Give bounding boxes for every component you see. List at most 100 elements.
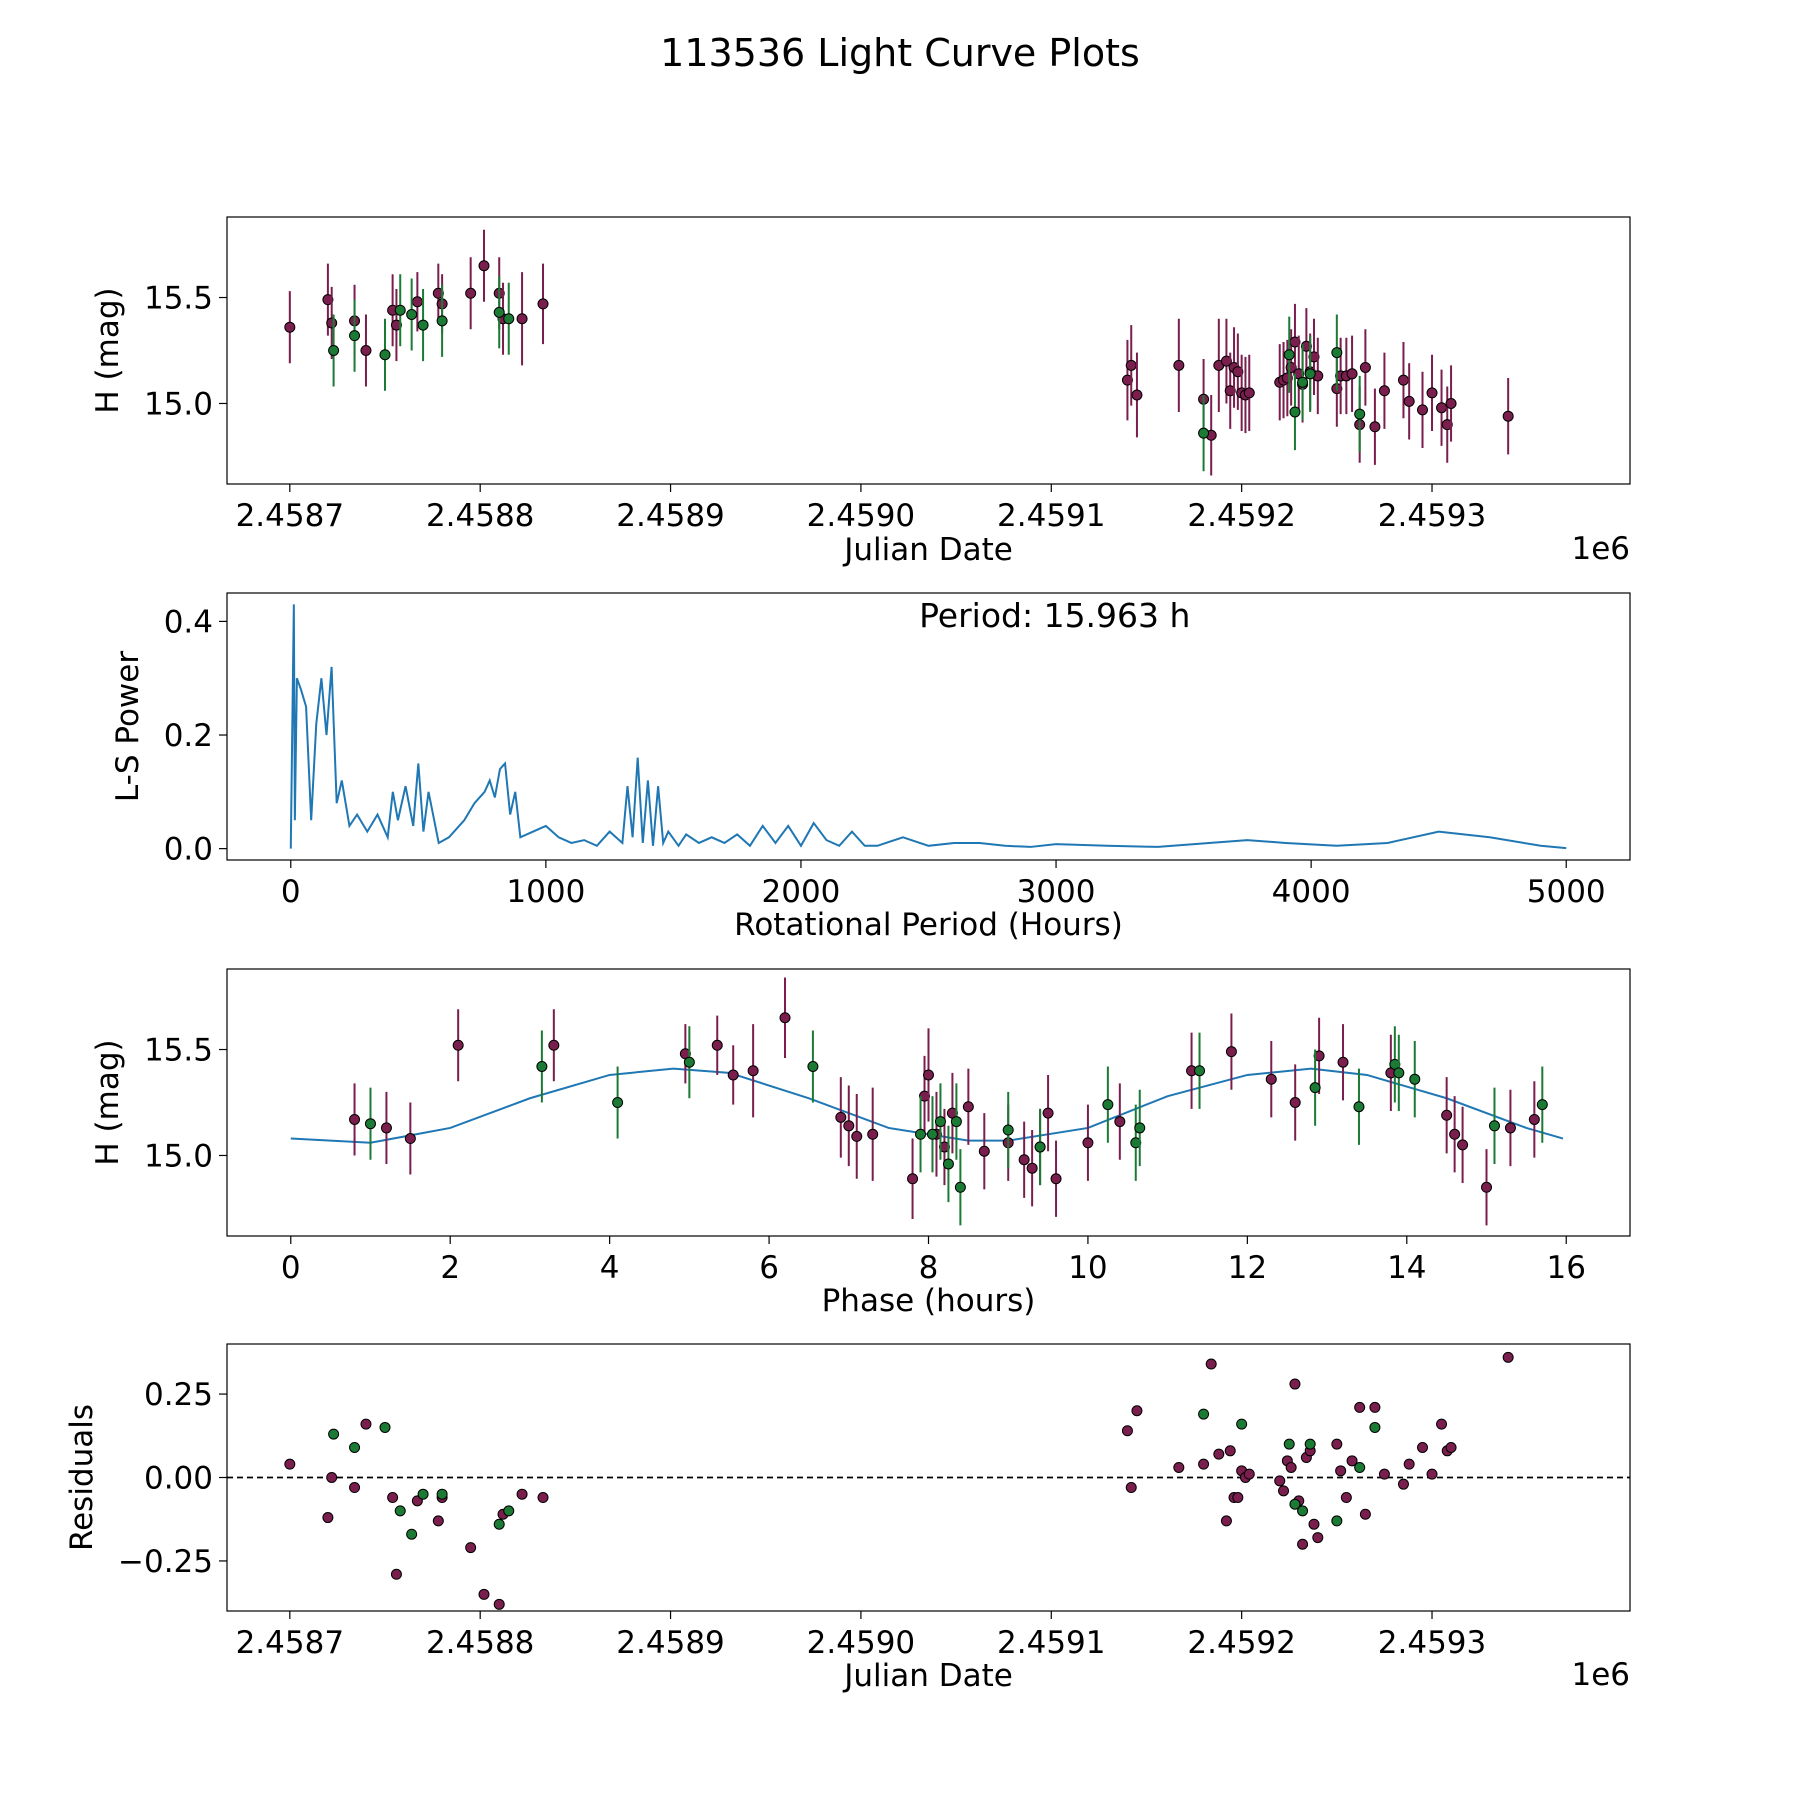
data-point	[1236, 1418, 1248, 1430]
data-point	[1002, 1124, 1014, 1136]
data-point	[322, 1512, 334, 1524]
data-point	[360, 1418, 372, 1430]
data-point	[1285, 1461, 1297, 1473]
x-tick-label: 1000	[506, 874, 585, 910]
data-point	[711, 1039, 723, 1051]
data-point	[1403, 1458, 1415, 1470]
data-point	[1331, 1438, 1343, 1450]
data-point	[1102, 1099, 1114, 1111]
data-point	[1026, 1162, 1038, 1174]
y-axis-label: L-S Power	[110, 651, 146, 802]
panel-phased: 0 2 4 6 8 10 12 14 16 15.0 15.5 Phase (hours) H (mag…	[90, 968, 1631, 1319]
data-point	[503, 313, 515, 325]
x-tick-label: 8	[919, 1250, 939, 1286]
data-point	[1309, 1082, 1321, 1094]
data-point	[978, 1145, 990, 1157]
data-point	[1082, 1137, 1094, 1149]
x-tick-label: 12	[1228, 1250, 1267, 1286]
data-point	[1121, 374, 1133, 386]
data-point	[349, 1441, 361, 1453]
data-point	[919, 1090, 931, 1102]
data-point	[436, 1488, 448, 1500]
data-point	[867, 1128, 879, 1140]
data-point	[404, 1133, 416, 1145]
data-point	[1173, 1461, 1185, 1473]
data-point	[835, 1111, 847, 1123]
data-point	[1346, 1455, 1358, 1467]
series-line	[289, 604, 1567, 850]
data-point	[328, 1428, 340, 1440]
data-point	[364, 1118, 376, 1130]
x-tick-label: 2.4587	[236, 1625, 344, 1661]
data-point	[612, 1097, 624, 1108]
data-point	[1378, 1468, 1390, 1480]
data-point	[1213, 1448, 1225, 1460]
data-point	[387, 1492, 399, 1504]
y-axis-label: H (mag)	[90, 1039, 126, 1165]
data-point	[465, 287, 477, 299]
data-point	[1224, 1445, 1236, 1457]
data-point	[493, 1598, 505, 1610]
y-tick-label: 0.0	[164, 832, 213, 868]
data-point	[1353, 1101, 1365, 1113]
data-point	[1528, 1113, 1540, 1125]
y-tick-label: 0.2	[164, 718, 213, 754]
axes-frame	[226, 968, 1631, 1237]
data-point	[1417, 404, 1429, 416]
data-point	[907, 1173, 919, 1185]
data-point	[1198, 1458, 1210, 1470]
x-tick-label: 10	[1068, 1250, 1107, 1286]
data-point	[406, 308, 418, 320]
x-tick-label: 2.4588	[426, 498, 534, 534]
data-point	[284, 321, 296, 333]
data-point	[1359, 1508, 1371, 1520]
x-tick-label: 2	[440, 1250, 460, 1286]
data-point	[1297, 1505, 1309, 1517]
axes-frame	[226, 216, 1631, 485]
data-point	[1441, 1109, 1453, 1121]
series-1	[328, 274, 1366, 472]
data-point	[1225, 1046, 1237, 1058]
data-point	[1502, 410, 1514, 422]
x-axis-label: Phase (hours)	[822, 1283, 1036, 1319]
data-point	[1369, 421, 1381, 433]
data-point	[851, 1130, 863, 1142]
data-point	[1300, 340, 1312, 352]
data-point	[1289, 1097, 1301, 1108]
x-tick-label: 2.4592	[1187, 498, 1295, 534]
data-point	[478, 1588, 490, 1600]
data-point	[326, 1472, 338, 1483]
data-point	[1426, 1468, 1438, 1480]
data-point	[394, 1505, 406, 1517]
data-point	[1283, 349, 1295, 361]
series-0	[284, 1351, 1514, 1610]
data-point	[503, 1505, 515, 1517]
data-point	[360, 345, 372, 356]
data-point	[1125, 359, 1137, 371]
data-point	[779, 1012, 791, 1024]
data-point	[349, 1482, 361, 1494]
data-point	[1488, 1120, 1500, 1132]
x-tick-label: 2.4590	[807, 1625, 915, 1661]
series-1	[328, 1408, 1381, 1540]
x-tick-label: 2.4591	[997, 498, 1105, 534]
x-tick-label: 16	[1547, 1250, 1586, 1286]
y-tick-label: −0.25	[118, 1544, 213, 1580]
data-point	[1359, 361, 1371, 373]
x-tick-label: 6	[759, 1250, 779, 1286]
data-point	[379, 349, 391, 361]
x-tick-label: 0	[281, 874, 301, 910]
x-tick-label: 2.4593	[1378, 1625, 1486, 1661]
plot-area	[284, 229, 1514, 476]
data-point	[1397, 374, 1409, 386]
data-point	[1289, 406, 1301, 418]
data-point	[516, 313, 528, 325]
data-point	[934, 1116, 946, 1128]
data-point	[1457, 1139, 1469, 1151]
period-annotation: Period: 15.963 h	[919, 596, 1190, 635]
data-point	[1409, 1073, 1421, 1085]
data-point	[411, 296, 423, 308]
data-point	[516, 1488, 528, 1500]
axes-frame	[226, 592, 1631, 861]
y-tick-label: 15.0	[144, 386, 213, 422]
